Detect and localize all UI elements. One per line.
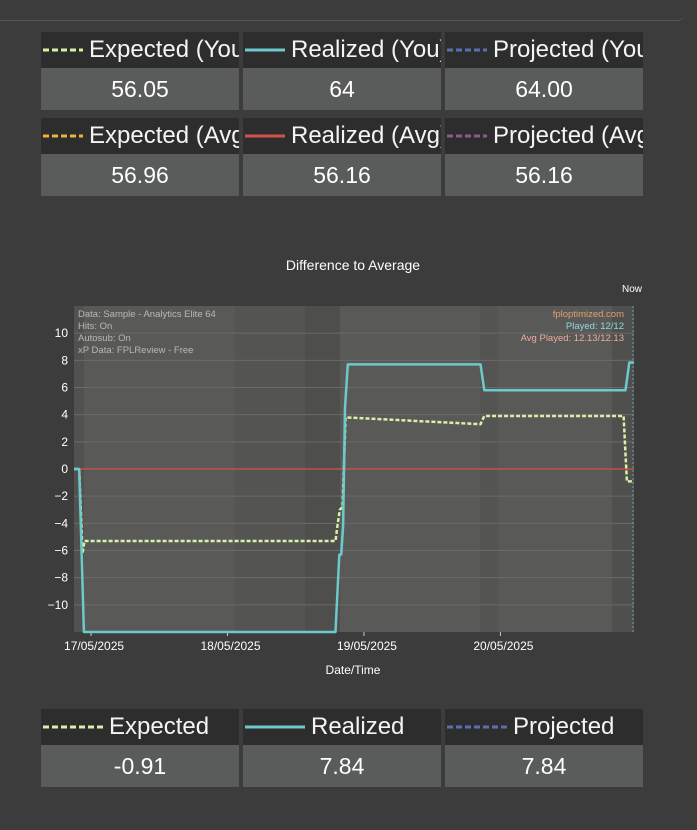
info-text: Autosub: On	[78, 333, 131, 344]
value-projected-avg: 56.16	[445, 154, 643, 196]
y-tick-label: −8	[54, 571, 68, 585]
legend-expected-avg: Expected (Avg)	[41, 118, 239, 154]
y-tick-label: 4	[61, 408, 68, 422]
legend-realized-avg: Realized (Avg)	[243, 118, 441, 154]
y-tick-label: −6	[54, 544, 68, 558]
legend-expected: Expected	[41, 709, 239, 745]
chart-title: Difference to Average	[286, 257, 420, 273]
legend-projected: Projected	[445, 709, 643, 745]
x-tick-label: 17/05/2025	[64, 639, 124, 653]
legend-expected-you: Expected (You)	[41, 32, 239, 68]
right-edge	[685, 0, 697, 830]
value-projected-you: 64.00	[445, 68, 643, 110]
series-realized-line	[74, 361, 634, 634]
x-axis-label: Date/Time	[326, 663, 381, 677]
info-text: Data: Sample - Analytics Elite 64	[78, 309, 216, 320]
value-expected-you: 56.05	[41, 68, 239, 110]
y-tick-label: 2	[61, 435, 68, 449]
y-tick-label: −4	[54, 516, 68, 530]
legend-label: Projected (You)	[493, 36, 643, 63]
legend-label: Realized (You)	[291, 36, 441, 63]
x-tick-label: 19/05/2025	[337, 639, 397, 653]
legend-realized: Realized	[243, 709, 441, 745]
legend-projected-avg: Projected (Avg)	[445, 118, 643, 154]
legend-label: Projected (Avg)	[493, 122, 643, 149]
y-tick-label: −2	[54, 489, 68, 503]
value-realized-avg: 56.16	[243, 154, 441, 196]
info-text: xP Data: FPLReview - Free	[78, 345, 193, 356]
legend-realized-you: Realized (You)	[243, 32, 441, 68]
legend-label: Expected	[109, 713, 210, 740]
info-right-text: fploptimized.com	[553, 309, 624, 320]
value-expected: -0.91	[41, 745, 239, 787]
y-tick-label: 8	[61, 353, 68, 367]
legend-label: Realized	[311, 713, 405, 740]
info-right-text: Played: 12/12	[566, 321, 624, 332]
x-tick-label: 18/05/2025	[200, 639, 260, 653]
y-tick-label: −10	[48, 598, 69, 612]
legend-label: Realized (Avg)	[291, 122, 441, 149]
y-tick-label: 10	[55, 326, 69, 340]
legend-projected-you: Projected (You)	[445, 32, 643, 68]
legend-label: Expected (Avg)	[89, 122, 239, 149]
difference-chart: Difference to Average Now 10 8 6 4 2 0 −2 −4 −6 −8 −…	[48, 257, 643, 677]
value-realized: 7.84	[243, 745, 441, 787]
info-right-text: Avg Played: 12.13/12.13	[521, 333, 624, 344]
y-tick-label: 6	[61, 381, 68, 395]
info-text: Hits: On	[78, 321, 112, 332]
legend-label: Expected (You)	[89, 36, 239, 63]
top-panel-edge	[0, 0, 685, 21]
value-projected: 7.84	[445, 745, 643, 787]
y-tick-label: 0	[61, 462, 68, 476]
value-realized-you: 64	[243, 68, 441, 110]
legend-label: Projected	[513, 713, 615, 740]
now-label: Now	[622, 284, 643, 295]
x-tick-label: 20/05/2025	[473, 639, 533, 653]
chart-container: Difference to Average Now 10 8 6 4 2 0 −2 −4 −6 −8 −…	[0, 240, 697, 680]
value-expected-avg: 56.96	[41, 154, 239, 196]
